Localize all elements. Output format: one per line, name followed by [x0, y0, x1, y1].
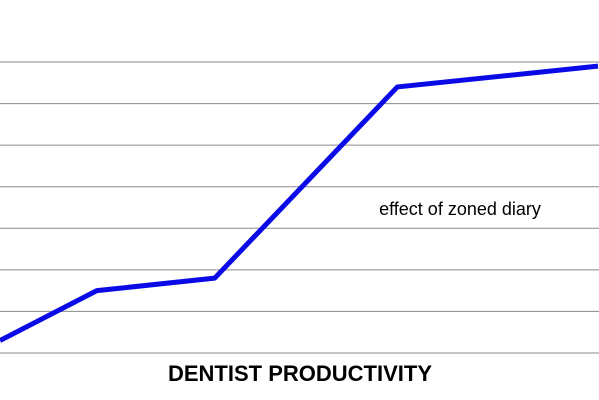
- chart-title: DENTIST PRODUCTIVITY: [168, 361, 432, 386]
- annotation: effect of zoned diary: [379, 199, 541, 219]
- data-line: [0, 63, 599, 343]
